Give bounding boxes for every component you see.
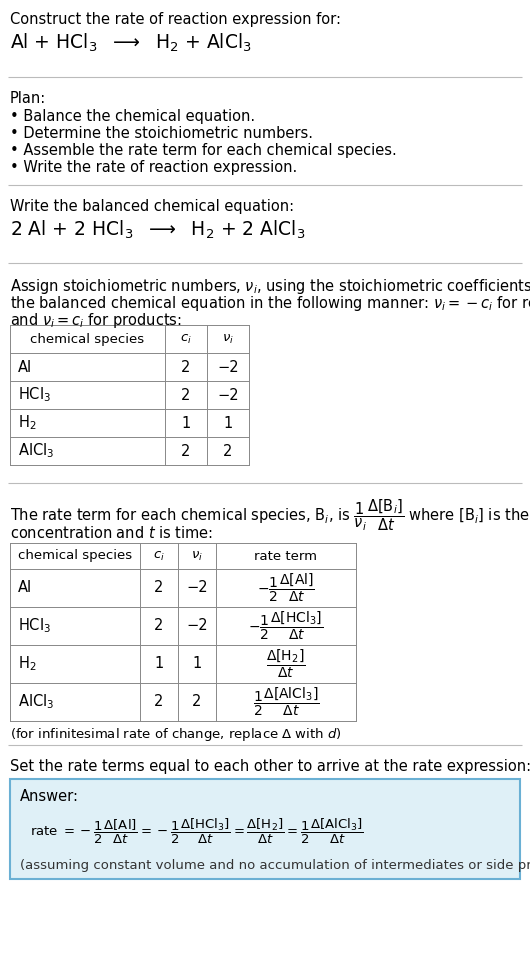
Text: Assign stoichiometric numbers, $\nu_i$, using the stoichiometric coefficients, $: Assign stoichiometric numbers, $\nu_i$, … — [10, 277, 530, 296]
Text: 2 Al + 2 HCl$_3$  $\longrightarrow$  H$_2$ + 2 AlCl$_3$: 2 Al + 2 HCl$_3$ $\longrightarrow$ H$_2$… — [10, 219, 305, 241]
Text: H$_2$: H$_2$ — [18, 655, 37, 673]
Text: 2: 2 — [154, 619, 164, 633]
Text: −2: −2 — [217, 387, 239, 402]
Text: (assuming constant volume and no accumulation of intermediates or side products): (assuming constant volume and no accumul… — [20, 859, 530, 872]
Text: 1: 1 — [192, 657, 201, 671]
Text: 2: 2 — [223, 443, 233, 459]
Text: the balanced chemical equation in the following manner: $\nu_i = -c_i$ for react: the balanced chemical equation in the fo… — [10, 294, 530, 313]
Text: $c_i$: $c_i$ — [153, 549, 165, 562]
Text: 2: 2 — [154, 581, 164, 595]
Text: The rate term for each chemical species, B$_i$, is $\dfrac{1}{\nu_i}\dfrac{\Delt: The rate term for each chemical species,… — [10, 497, 530, 533]
Text: 2: 2 — [154, 695, 164, 710]
Text: 2: 2 — [181, 359, 191, 375]
Text: Plan:: Plan: — [10, 91, 46, 106]
Text: Construct the rate of reaction expression for:: Construct the rate of reaction expressio… — [10, 12, 341, 27]
Text: $-\dfrac{1}{2}\dfrac{\Delta[\mathrm{HCl}_3]}{\Delta t}$: $-\dfrac{1}{2}\dfrac{\Delta[\mathrm{HCl}… — [249, 610, 324, 642]
Text: $\nu_i$: $\nu_i$ — [222, 333, 234, 346]
Text: Write the balanced chemical equation:: Write the balanced chemical equation: — [10, 199, 294, 214]
Text: (for infinitesimal rate of change, replace Δ with $d$): (for infinitesimal rate of change, repla… — [10, 726, 342, 743]
Text: Al + HCl$_3$  $\longrightarrow$  H$_2$ + AlCl$_3$: Al + HCl$_3$ $\longrightarrow$ H$_2$ + A… — [10, 32, 252, 55]
Text: 1: 1 — [181, 416, 191, 430]
FancyBboxPatch shape — [10, 779, 520, 879]
Text: Al: Al — [18, 581, 32, 595]
Text: and $\nu_i = c_i$ for products:: and $\nu_i = c_i$ for products: — [10, 311, 182, 330]
Text: concentration and $t$ is time:: concentration and $t$ is time: — [10, 525, 213, 541]
Text: $c_i$: $c_i$ — [180, 333, 192, 346]
Text: H$_2$: H$_2$ — [18, 414, 37, 432]
Text: −2: −2 — [217, 359, 239, 375]
Text: Set the rate terms equal to each other to arrive at the rate expression:: Set the rate terms equal to each other t… — [10, 759, 530, 774]
Text: • Write the rate of reaction expression.: • Write the rate of reaction expression. — [10, 160, 297, 175]
Text: AlCl$_3$: AlCl$_3$ — [18, 442, 54, 461]
Text: −2: −2 — [186, 581, 208, 595]
Text: rate term: rate term — [254, 549, 317, 562]
Text: HCl$_3$: HCl$_3$ — [18, 386, 51, 404]
Text: 2: 2 — [192, 695, 202, 710]
Text: $\dfrac{\Delta[\mathrm{H}_2]}{\Delta t}$: $\dfrac{\Delta[\mathrm{H}_2]}{\Delta t}$ — [266, 648, 306, 680]
Text: 1: 1 — [223, 416, 233, 430]
Text: chemical species: chemical species — [18, 549, 132, 562]
Text: • Assemble the rate term for each chemical species.: • Assemble the rate term for each chemic… — [10, 143, 397, 158]
Text: • Balance the chemical equation.: • Balance the chemical equation. — [10, 109, 255, 124]
Text: chemical species: chemical species — [30, 333, 145, 346]
Text: −2: −2 — [186, 619, 208, 633]
Text: rate $= -\dfrac{1}{2}\dfrac{\Delta[\mathrm{Al}]}{\Delta t} = -\dfrac{1}{2}\dfrac: rate $= -\dfrac{1}{2}\dfrac{\Delta[\math… — [30, 816, 364, 845]
Text: $-\dfrac{1}{2}\dfrac{\Delta[\mathrm{Al}]}{\Delta t}$: $-\dfrac{1}{2}\dfrac{\Delta[\mathrm{Al}]… — [257, 572, 315, 604]
Text: $\nu_i$: $\nu_i$ — [191, 549, 203, 562]
Text: 1: 1 — [154, 657, 164, 671]
Text: $\dfrac{1}{2}\dfrac{\Delta[\mathrm{AlCl}_3]}{\Delta t}$: $\dfrac{1}{2}\dfrac{\Delta[\mathrm{AlCl}… — [253, 686, 319, 718]
Text: • Determine the stoichiometric numbers.: • Determine the stoichiometric numbers. — [10, 126, 313, 141]
Text: HCl$_3$: HCl$_3$ — [18, 617, 51, 635]
Text: 2: 2 — [181, 387, 191, 402]
Text: Answer:: Answer: — [20, 789, 79, 804]
Text: AlCl$_3$: AlCl$_3$ — [18, 693, 54, 712]
Text: Al: Al — [18, 359, 32, 375]
Text: 2: 2 — [181, 443, 191, 459]
